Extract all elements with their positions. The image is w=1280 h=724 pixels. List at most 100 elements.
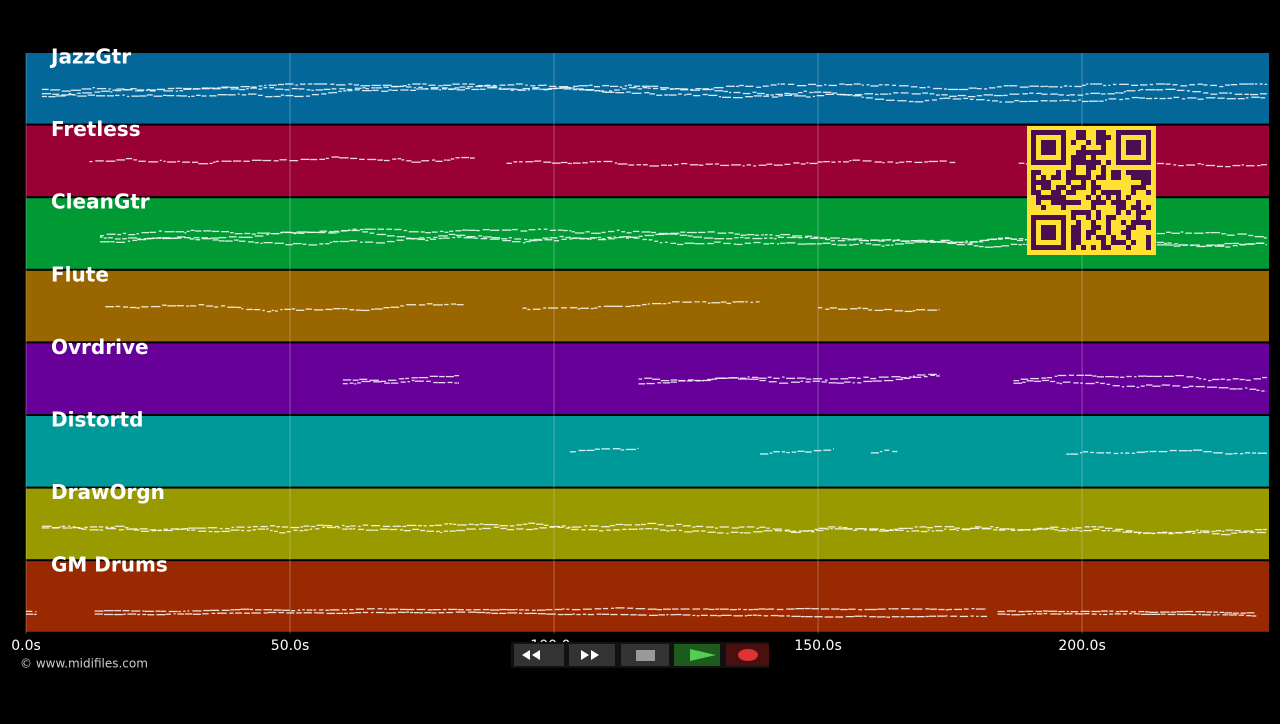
track-name: Distortd: [51, 408, 143, 432]
track-name: DrawOrgn: [51, 480, 165, 504]
qr-cell: [1066, 175, 1071, 180]
qr-cell: [1061, 195, 1066, 200]
qr-cell: [1136, 170, 1141, 175]
qr-cell: [1101, 135, 1106, 140]
qr-cell: [1066, 190, 1071, 195]
qr-cell: [1076, 225, 1081, 230]
qr-cell: [1131, 185, 1136, 190]
qr-cell: [1076, 150, 1081, 155]
qr-cell: [1086, 140, 1091, 145]
qr-cell: [1131, 240, 1136, 245]
qr-cell: [1086, 160, 1091, 165]
qr-cell: [1096, 160, 1101, 165]
qr-cell: [1101, 245, 1106, 250]
qr-cell: [1116, 210, 1121, 215]
qr-cell: [1131, 225, 1136, 230]
qr-cell: [1096, 235, 1101, 240]
x-tick-label: 150.0s: [794, 638, 841, 654]
x-tick-label: 50.0s: [271, 638, 309, 654]
qr-cell: [1081, 155, 1086, 160]
track-name: GM Drums: [51, 553, 168, 577]
qr-cell: [1061, 205, 1066, 210]
qr-cell: [1031, 170, 1036, 175]
qr-cell: [1101, 140, 1106, 145]
qr-cell: [1096, 130, 1101, 135]
qr-cell: [1126, 235, 1131, 240]
qr-cell: [1116, 170, 1121, 175]
qr-cell: [1051, 175, 1056, 180]
qr-finder: [1041, 140, 1056, 155]
qr-cell: [1046, 195, 1051, 200]
qr-cell: [1121, 240, 1126, 245]
qr-cell: [1146, 190, 1151, 195]
qr-cell: [1106, 195, 1111, 200]
qr-cell: [1116, 240, 1121, 245]
qr-cell: [1056, 185, 1061, 190]
qr-cell: [1031, 190, 1036, 195]
qr-cell: [1046, 185, 1051, 190]
qr-cell: [1096, 210, 1101, 215]
qr-cell: [1076, 200, 1081, 205]
play-button[interactable]: [674, 644, 720, 666]
qr-cell: [1086, 195, 1091, 200]
qr-cell: [1081, 175, 1086, 180]
qr-cell: [1121, 230, 1126, 235]
qr-cell: [1076, 130, 1081, 135]
qr-cell: [1076, 220, 1081, 225]
qr-cell: [1081, 145, 1086, 150]
qr-cell: [1111, 240, 1116, 245]
qr-cell: [1076, 240, 1081, 245]
qr-cell: [1071, 165, 1076, 170]
qr-cell: [1126, 210, 1131, 215]
note-span: [41, 522, 1267, 536]
qr-cell: [1136, 215, 1141, 220]
qr-cell: [1076, 175, 1081, 180]
qr-cell: [1141, 180, 1146, 185]
qr-cell: [1146, 205, 1151, 210]
qr-cell: [1071, 160, 1076, 165]
note-span: [89, 156, 475, 165]
note-span: [818, 307, 940, 313]
qr-cell: [1076, 185, 1081, 190]
qr-cell: [1141, 185, 1146, 190]
qr-cell: [1036, 170, 1041, 175]
qr-cell: [1096, 150, 1101, 155]
qr-cell: [1101, 145, 1106, 150]
qr-cell: [1126, 170, 1131, 175]
record-button[interactable]: [726, 644, 769, 666]
stop-button[interactable]: [621, 644, 669, 666]
qr-cell: [1141, 220, 1146, 225]
qr-cell: [1081, 180, 1086, 185]
qr-cell: [1061, 185, 1066, 190]
rewind-button[interactable]: [514, 644, 564, 666]
qr-cell: [1091, 225, 1096, 230]
qr-cell: [1036, 180, 1041, 185]
qr-cell: [1071, 140, 1076, 145]
qr-cell: [1096, 185, 1101, 190]
qr-cell: [1106, 215, 1111, 220]
qr-cell: [1051, 190, 1056, 195]
forward-button[interactable]: [569, 644, 615, 666]
qr-cell: [1106, 190, 1111, 195]
qr-cell: [1071, 215, 1076, 220]
qr-cell: [1146, 170, 1151, 175]
qr-cell: [1096, 195, 1101, 200]
qr-cell: [1086, 150, 1091, 155]
qr-cell: [1071, 175, 1076, 180]
qr-cell: [1076, 230, 1081, 235]
qr-cell: [1131, 205, 1136, 210]
qr-cell: [1091, 190, 1096, 195]
note-span: [506, 159, 956, 167]
qr-cell: [1086, 235, 1091, 240]
x-tick-label: 200.0s: [1058, 638, 1105, 654]
qr-cell: [1096, 140, 1101, 145]
note-span: [1013, 374, 1267, 393]
qr-cell: [1091, 180, 1096, 185]
qr-cell: [1131, 175, 1136, 180]
qr-cell: [1116, 200, 1121, 205]
qr-cell: [1116, 195, 1121, 200]
qr-cell: [1056, 200, 1061, 205]
qr-cell: [1091, 150, 1096, 155]
qr-cell: [1096, 215, 1101, 220]
qr-cell: [1146, 240, 1151, 245]
